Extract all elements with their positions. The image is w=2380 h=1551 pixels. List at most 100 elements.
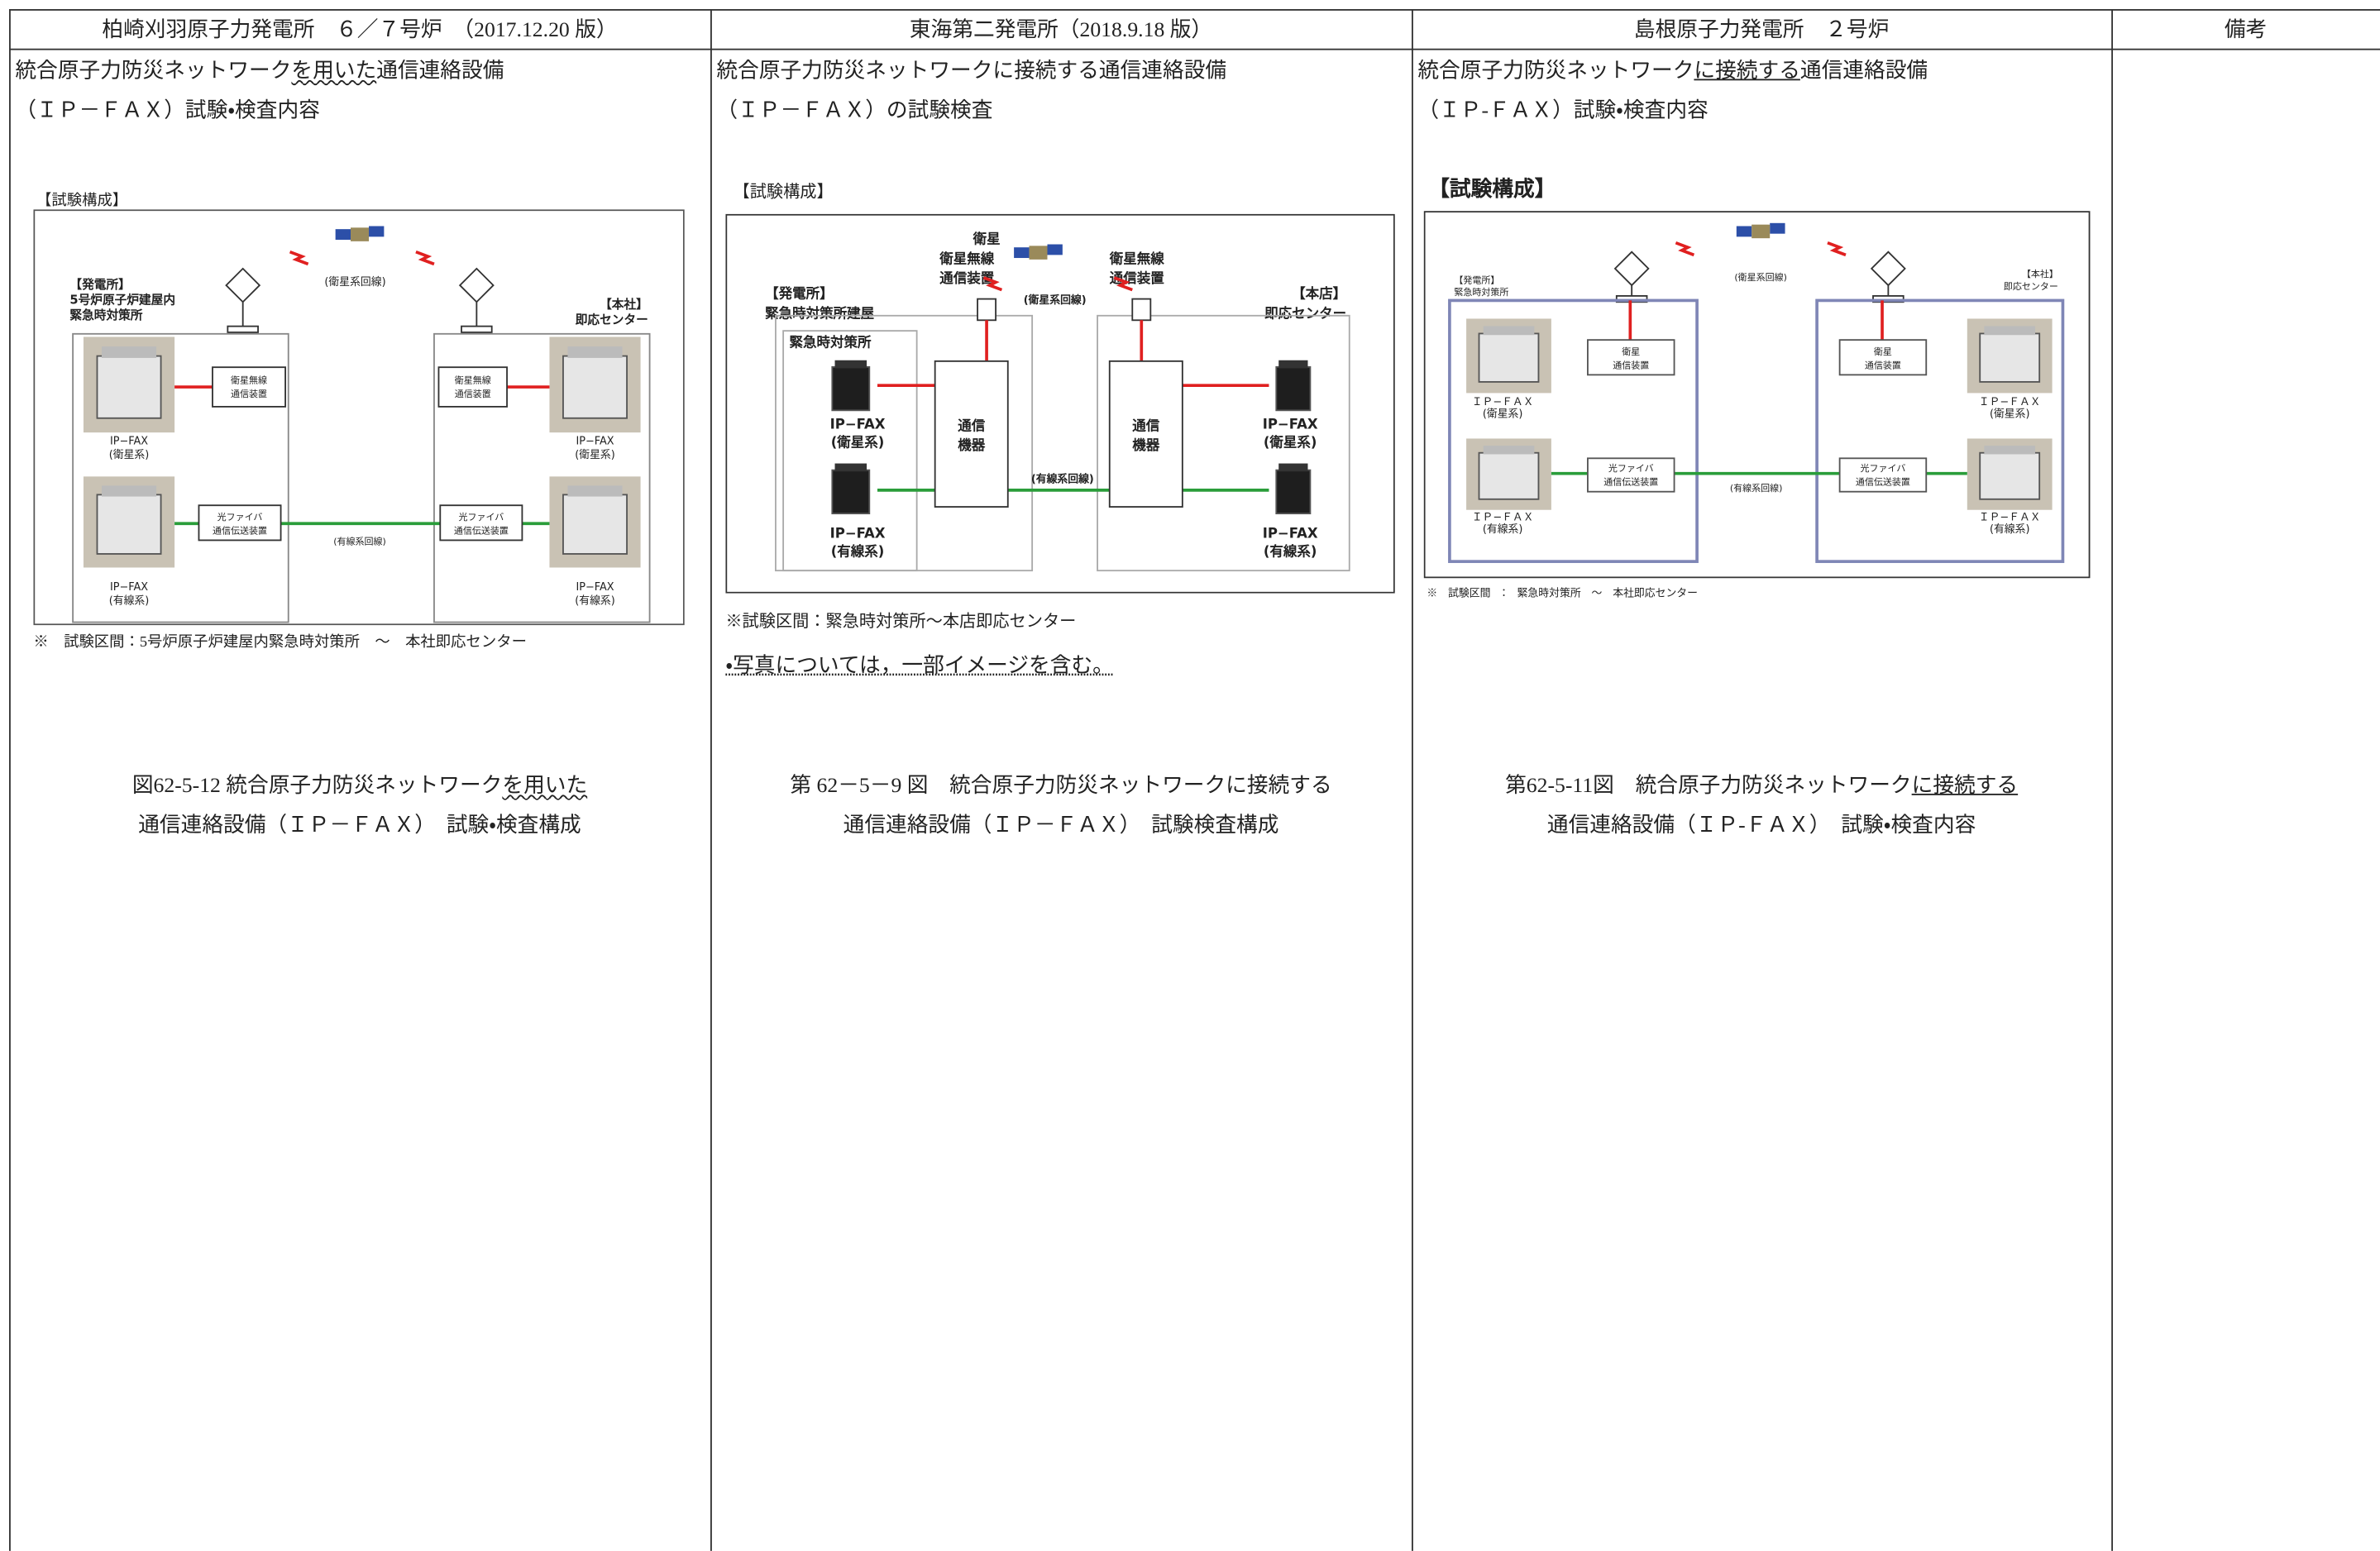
diagram-label: 即応センター <box>576 312 648 327</box>
fax-machine <box>831 365 871 412</box>
text-segment: 統合原子力防災ネットワークに接続する通信連絡設備 <box>716 60 1227 84</box>
diagram-label: 通信 <box>1132 417 1160 433</box>
fax-tray <box>1278 463 1308 472</box>
fax-tray <box>834 360 867 369</box>
fax-machine <box>831 469 871 515</box>
diagram-label: (衛星系回線) <box>1734 272 1787 283</box>
lightning <box>1827 241 1847 257</box>
diagram-label: 衛星無線 <box>455 375 491 386</box>
box <box>1097 314 1350 572</box>
diagram-label: (衛星系) <box>1990 408 2030 421</box>
box <box>72 332 289 623</box>
fax-machine <box>1478 332 1540 383</box>
diagram-label: 通信装置 <box>1613 359 1649 370</box>
diagram-label: 即応センター <box>2004 281 2058 292</box>
text-segment: 第 62－5－9 図 統合原子力防災ネットワークに接続する <box>790 775 1332 799</box>
diagram-label: (衛星系回線) <box>1024 293 1087 307</box>
diagram-label: 光ファイバ <box>458 511 504 523</box>
fax-tray <box>1483 446 1535 455</box>
diagram-label: 即応センター <box>1264 305 1346 321</box>
note: ※ 試験区間 ： 緊急時対策所 ～ 本社即応センター <box>1427 587 1699 600</box>
diagram-label: (有線系回線) <box>1730 482 1783 494</box>
text-segment: 統合原子力防災ネットワーク <box>15 60 292 84</box>
diagram-label: 光ファイバ <box>1608 462 1654 474</box>
diagram-label: 衛星無線 <box>1109 250 1164 266</box>
intro-line: 統合原子力防災ネットワークに接続する通信連絡設備 <box>716 55 1226 85</box>
text-segment: 図62-5-12 統合原子力防災ネットワーク <box>131 775 503 799</box>
text-segment: 第62-5-11図 統合原子力防災ネットワーク <box>1505 775 1912 799</box>
lightning <box>1113 276 1133 292</box>
diagram-label: IP−FAX <box>1263 416 1318 432</box>
fax-machine <box>1275 365 1312 412</box>
fax-tray <box>1278 360 1308 369</box>
diagram-label: ＩＰ−ＦＡＸ <box>1979 396 2041 408</box>
diagram-label: 通信伝送装置 <box>1856 476 1910 488</box>
note: ※試験区間：緊急時対策所～本店即応センター <box>725 613 1077 632</box>
diagram-label: (衛星系) <box>575 449 615 461</box>
diagram-label: (有線系) <box>109 594 150 607</box>
column-border <box>2111 9 2114 1551</box>
diagram-label: 緊急時対策所 <box>789 333 872 350</box>
fax-machine <box>1979 451 2041 500</box>
header-cell: 島根原子力発電所 ２号炉 <box>1633 19 1890 43</box>
diagram-label: 通信装置 <box>231 388 267 399</box>
box <box>198 504 282 542</box>
diagram-label: 緊急時対策所建屋 <box>765 304 874 321</box>
note: ※ 試験区間：5号炉原子炉建屋内緊急時対策所 ～ 本社即応センター <box>33 634 527 651</box>
diagram-label: (有線系回線) <box>1031 473 1094 486</box>
header-cell: 柏崎刈羽原子力発電所 ６／７号炉 （2017.12.20 版） <box>102 19 618 43</box>
lightning <box>289 250 309 266</box>
diagram-label: 【発電所】 <box>69 277 130 292</box>
caption-line: 第62-5-11図 統合原子力防災ネットワークに接続する <box>1412 770 2111 800</box>
box <box>934 360 1009 508</box>
text-segment: 通信連絡設備 <box>1799 60 1928 84</box>
text-segment: 通信連絡設備（ＩＰ－ＦＡＸ） 試験検査構成 <box>843 814 1279 838</box>
box <box>1587 457 1675 493</box>
diagram-label: ＩＰ−ＦＡＸ <box>1472 511 1534 523</box>
diagram-label: 5号炉原子炉建屋内 <box>69 292 175 307</box>
diagram-label: IP−FAX <box>576 581 614 594</box>
text-segment: （ＩＰ－ＦＡＸ）の試験検査 <box>716 100 993 123</box>
lightning <box>1675 241 1695 257</box>
diagram-label: (有線系) <box>1264 543 1317 560</box>
satellite-panel <box>1770 222 1785 234</box>
diagram-label: 【本社】 <box>600 297 648 312</box>
lightning <box>982 276 1003 292</box>
diagram-label: 通信 <box>958 417 986 433</box>
antenna <box>977 298 997 322</box>
section-label: 【試験構成】 <box>733 184 834 203</box>
row-border <box>9 9 2380 11</box>
fax-machine <box>562 494 628 555</box>
fax-machine <box>96 355 162 419</box>
text-segment: 通信連絡設備（ＩＰ-ＦＡＸ） 試験・検査内容 <box>1546 814 1976 838</box>
diagram-label: 光ファイバ <box>1861 462 1906 474</box>
diagram-label: ＩＰ−ＦＡＸ <box>1979 511 2041 523</box>
section-label: 【試験構成】 <box>36 193 128 210</box>
diagram-label: IP−FAX <box>830 526 886 542</box>
diagram-label: 通信装置 <box>939 270 995 286</box>
text-segment: 統合原子力防災ネットワーク <box>1417 60 1694 84</box>
column-border <box>1412 9 1413 1551</box>
diagram-label: (有線系) <box>575 594 615 607</box>
antenna-base <box>461 325 493 333</box>
diagram-label: 通信伝送装置 <box>213 524 267 536</box>
caption-line: 通信連絡設備（ＩＰ-ＦＡＸ） 試験・検査内容 <box>1412 809 2111 839</box>
diagram-label: (有線系) <box>1483 523 1523 536</box>
satellite-body <box>1752 224 1771 239</box>
antenna <box>1131 298 1152 322</box>
text-segment: （ＩＰ－ＦＡＸ）試験・検査内容 <box>15 100 320 123</box>
diagram-label: 緊急時対策所 <box>69 308 142 322</box>
column-border <box>710 9 712 1551</box>
box <box>33 209 685 626</box>
box <box>782 330 918 572</box>
fax-tray <box>101 485 157 497</box>
antenna <box>1613 251 1650 287</box>
diagram-label: 【発電所】 <box>765 285 834 302</box>
diagram-label: IP−FAX <box>830 416 886 432</box>
diagram-label: 緊急時対策所 <box>1454 286 1508 298</box>
diagram-label: (有線系) <box>831 543 885 560</box>
diagram-label: 衛星無線 <box>939 250 995 266</box>
satellite-panel <box>1736 226 1752 237</box>
box <box>1448 298 1699 563</box>
intro-line: 統合原子力防災ネットワークに接続する通信連絡設備 <box>1417 55 1928 85</box>
